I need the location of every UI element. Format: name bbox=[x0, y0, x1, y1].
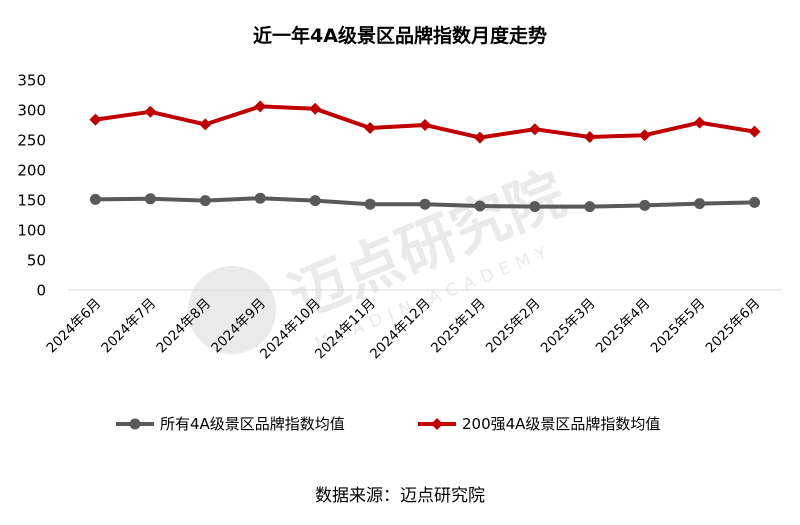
legend-label-all: 所有4A级景区品牌指数均值 bbox=[160, 415, 345, 433]
data-point-diamond bbox=[309, 102, 322, 115]
data-point-diamond bbox=[748, 125, 761, 138]
legend-marker-diamond-icon bbox=[431, 418, 443, 430]
data-point-circle bbox=[364, 198, 376, 210]
data-point-circle bbox=[639, 199, 651, 211]
data-point-circle bbox=[89, 193, 101, 205]
x-tick-label: 2025年6月 bbox=[703, 296, 764, 357]
legend-marker-circle-icon bbox=[129, 418, 141, 430]
y-tick-label: 250 bbox=[17, 132, 46, 150]
data-point-diamond bbox=[473, 131, 486, 144]
data-point-diamond bbox=[254, 100, 267, 113]
y-tick-label: 50 bbox=[27, 252, 46, 270]
legend-label-top200: 200强4A级景区品牌指数均值 bbox=[462, 415, 660, 433]
y-tick-label: 200 bbox=[17, 162, 46, 180]
data-point-diamond bbox=[693, 116, 706, 129]
data-point-circle bbox=[694, 198, 706, 210]
data-point-diamond bbox=[199, 118, 212, 131]
x-tick-label: 2025年5月 bbox=[648, 296, 709, 357]
data-point-diamond bbox=[583, 131, 596, 143]
data-point-circle bbox=[474, 200, 486, 212]
legend-item-all: 所有4A级景区品牌指数均值 bbox=[116, 415, 345, 433]
watermark-logo-icon bbox=[188, 266, 276, 354]
chart-title: 近一年4A级景区品牌指数月度走势 bbox=[253, 24, 547, 47]
x-tick-label: 2025年3月 bbox=[538, 296, 599, 357]
data-point-circle bbox=[419, 198, 431, 210]
source-note: 数据来源：迈点研究院 bbox=[315, 486, 485, 506]
x-tick-label: 2024年7月 bbox=[98, 296, 159, 357]
data-point-circle bbox=[309, 195, 321, 207]
data-point-diamond bbox=[364, 122, 377, 134]
data-point-diamond bbox=[89, 113, 102, 126]
data-point-diamond bbox=[528, 123, 541, 136]
x-tick-label: 2025年2月 bbox=[483, 296, 544, 357]
y-tick-label: 100 bbox=[17, 222, 46, 240]
data-point-circle bbox=[144, 193, 156, 205]
data-point-diamond bbox=[638, 129, 651, 142]
data-point-circle bbox=[529, 201, 541, 213]
x-tick-label: 2024年6月 bbox=[44, 296, 105, 357]
data-point-circle bbox=[254, 192, 266, 204]
data-point-diamond bbox=[144, 105, 157, 118]
series-group bbox=[89, 100, 761, 213]
data-point-circle bbox=[584, 201, 596, 213]
data-point-diamond bbox=[419, 119, 431, 131]
y-tick-label: 150 bbox=[17, 192, 46, 210]
x-tick-label: 2025年4月 bbox=[593, 296, 654, 357]
data-point-circle bbox=[199, 195, 211, 207]
legend-item-top200: 200强4A级景区品牌指数均值 bbox=[418, 415, 660, 433]
y-tick-label: 350 bbox=[17, 72, 46, 90]
legend: 所有4A级景区品牌指数均值 200强4A级景区品牌指数均值 bbox=[116, 415, 660, 433]
y-tick-label: 0 bbox=[36, 282, 46, 300]
y-tick-label: 300 bbox=[17, 102, 46, 120]
data-point-circle bbox=[749, 196, 761, 208]
y-tick-labels: 0 50 100 150 200 250 300 350 bbox=[17, 72, 46, 300]
